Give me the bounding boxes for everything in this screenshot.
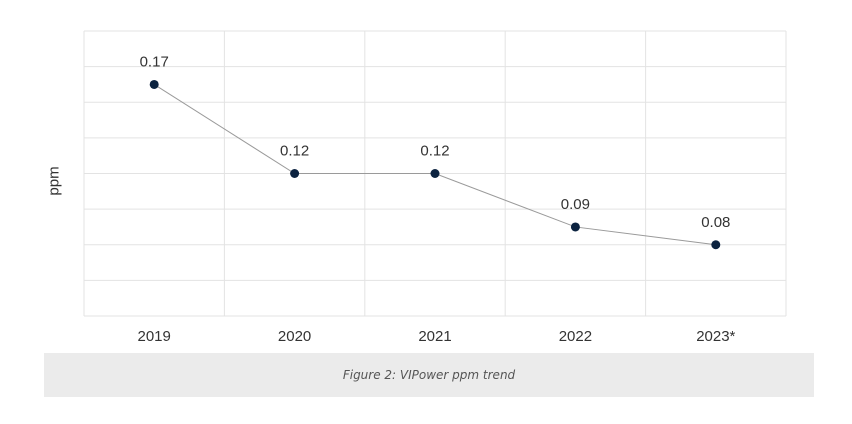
x-tick-labels: 2019 2020 2021 2022 2023* [138,328,736,345]
figure-caption: Figure 2: VIPower ppm trend [342,368,516,382]
data-label: 0.12 [280,143,309,160]
data-label: 0.09 [561,196,590,213]
x-tick-label: 2023* [696,328,735,345]
x-tick-label: 2022 [559,328,592,345]
data-point [711,240,721,250]
x-tick-label: 2019 [138,328,171,345]
data-point [570,222,580,232]
data-point [149,79,159,89]
data-point [430,169,440,178]
series-line-layer [153,84,716,246]
data-points [149,79,721,250]
data-label: 0.08 [701,214,730,231]
line-chart: 0.17 0.12 0.12 0.09 0.08 2019 2020 2021 2022 202… [83,30,787,345]
series-line [153,84,716,246]
y-axis-label: ppm [45,166,63,196]
data-label: 0.12 [420,143,449,160]
data-label: 0.17 [140,53,169,70]
figure-caption-box: Figure 2: VIPower ppm trend [44,353,814,397]
data-labels: 0.17 0.12 0.12 0.09 0.08 [140,53,731,230]
x-tick-label: 2020 [278,328,311,345]
x-tick-label: 2021 [418,328,451,345]
data-point [290,169,300,178]
